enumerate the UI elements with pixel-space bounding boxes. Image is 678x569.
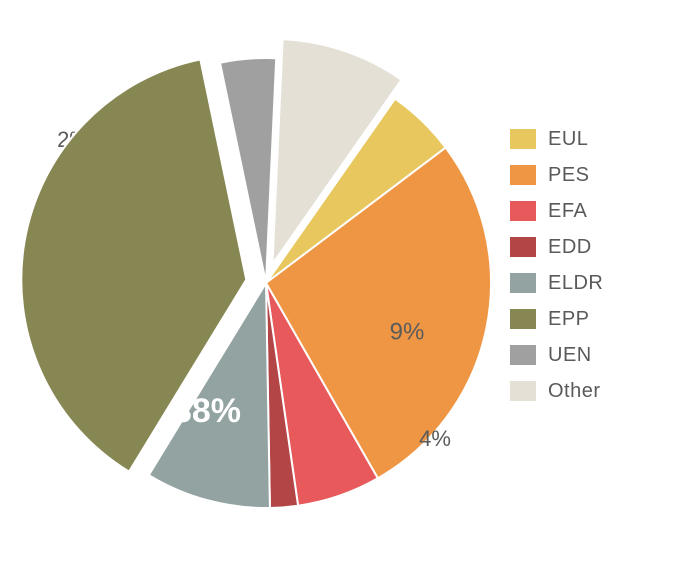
legend-label: Other (548, 381, 601, 401)
legend-label: ELDR (548, 273, 603, 293)
legend-item-edd: EDD (510, 237, 603, 257)
legend-swatch (510, 345, 536, 365)
legend-swatch (510, 381, 536, 401)
slice-label-uen: 4% (419, 426, 451, 451)
legend-label: PES (548, 165, 590, 185)
legend-label: EDD (548, 237, 592, 257)
legend-item-eldr: ELDR (510, 273, 603, 293)
legend-item-eul: EUL (510, 129, 603, 149)
legend-item-epp: EPP (510, 309, 603, 329)
legend-swatch (510, 309, 536, 329)
legend-item-efa: EFA (510, 201, 603, 221)
legend-label: UEN (548, 345, 592, 365)
legend-label: EPP (548, 309, 590, 329)
legend-swatch (510, 129, 536, 149)
legend-swatch (510, 201, 536, 221)
legend-item-pes: PES (510, 165, 603, 185)
legend-item-uen: UEN (510, 345, 603, 365)
legend-label: EUL (548, 129, 588, 149)
slice-label-epp: 38% (173, 392, 241, 430)
pie-chart: 5%27%6%2%9%38%4%9% EULPESEFAEDDELDREPPUE… (0, 0, 678, 564)
legend-swatch (510, 237, 536, 257)
legend: EUL PES EFA EDD ELDR EPP UEN Other (510, 129, 603, 417)
legend-label: EFA (548, 201, 587, 221)
slice-label-other: 9% (390, 318, 425, 345)
legend-swatch (510, 165, 536, 185)
legend-swatch (510, 273, 536, 293)
legend-item-other: Other (510, 381, 603, 401)
